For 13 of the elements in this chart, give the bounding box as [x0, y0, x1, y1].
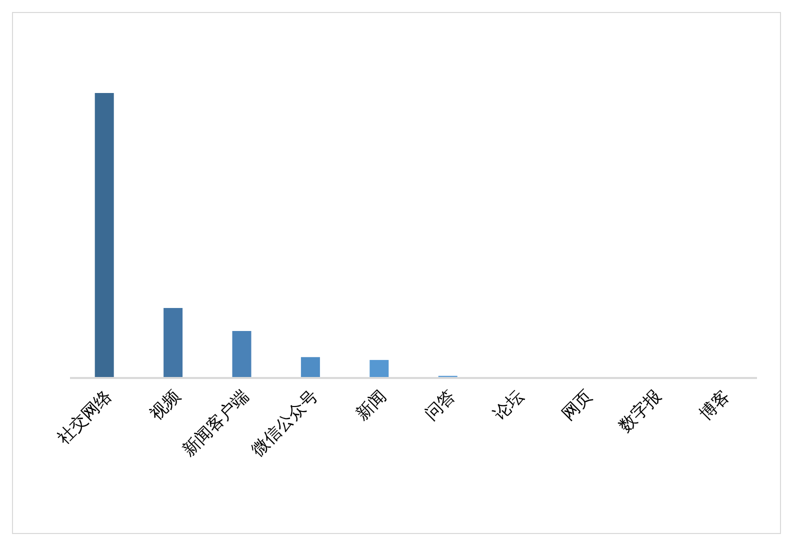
x-tick-label: 网页: [558, 386, 597, 425]
bar: [370, 360, 389, 377]
x-tick-label: 问答: [421, 386, 460, 425]
x-tick-label: 数字报: [615, 386, 666, 437]
bar: [232, 330, 252, 377]
x-tick-label: 博客: [696, 386, 734, 425]
bar: [164, 308, 183, 377]
x-tick-label: 论坛: [490, 386, 528, 425]
bar: [300, 357, 320, 377]
bar: [94, 93, 114, 377]
x-tick-label: 新闻: [352, 386, 391, 425]
x-tick-label: 社交网络: [54, 386, 116, 449]
x-tick-label: 视频: [146, 386, 185, 425]
